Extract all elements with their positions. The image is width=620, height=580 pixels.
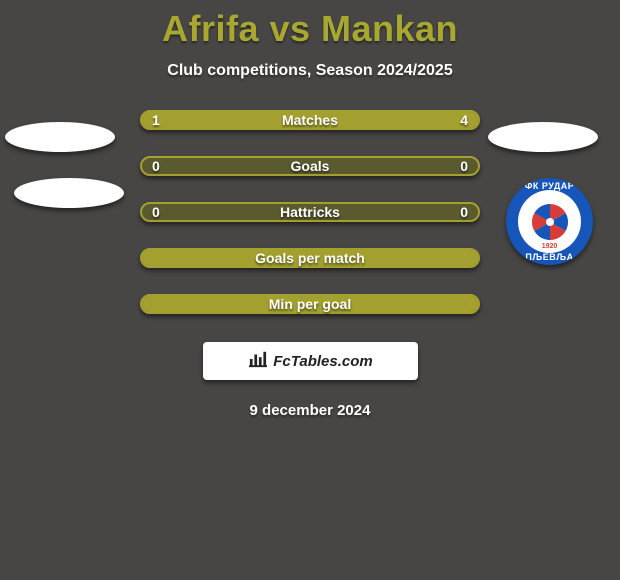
- stat-row: Hattricks0 0: [140, 202, 480, 222]
- stat-fill-left: [142, 112, 209, 128]
- stat-fill-right: [209, 112, 478, 128]
- stat-row: Min per goal: [140, 294, 480, 314]
- stat-value-left: 0: [152, 204, 160, 220]
- stat-label: Goals: [142, 158, 478, 174]
- stat-row: Goals per match: [140, 248, 480, 268]
- club-logo-left: [14, 178, 124, 208]
- branding-text: FcTables.com: [273, 353, 372, 370]
- badge-top-text: ФК РУДАР: [525, 181, 575, 191]
- stat-row: Goals0 0: [140, 156, 480, 176]
- badge-bottom-text: ПЉЕВЉА: [525, 252, 573, 262]
- stat-value-right: 0: [460, 204, 468, 220]
- stat-value-right: 0: [460, 158, 468, 174]
- player-photo-right: [488, 122, 598, 152]
- player-photo-left: [5, 122, 115, 152]
- stat-fill: [142, 250, 478, 266]
- badge-pinwheel-icon: [529, 201, 571, 243]
- page-title: Afrifa vs Mankan: [0, 0, 620, 50]
- stats-list: Matches14Goals00Hattricks00Goals per mat…: [140, 110, 480, 314]
- branding-box[interactable]: FcTables.com: [203, 342, 418, 380]
- stat-row: Matches14: [140, 110, 480, 130]
- date-label: 9 december 2024: [0, 402, 620, 419]
- page-subtitle: Club competitions, Season 2024/2025: [0, 62, 620, 80]
- club-badge-right: ФК РУДАР 1920 ПЉЕВЉА: [506, 178, 593, 265]
- bar-chart-icon: [247, 350, 269, 373]
- stat-label: Hattricks: [142, 204, 478, 220]
- stat-value-left: 0: [152, 158, 160, 174]
- badge-year: 1920: [542, 243, 558, 250]
- stat-fill: [142, 296, 478, 312]
